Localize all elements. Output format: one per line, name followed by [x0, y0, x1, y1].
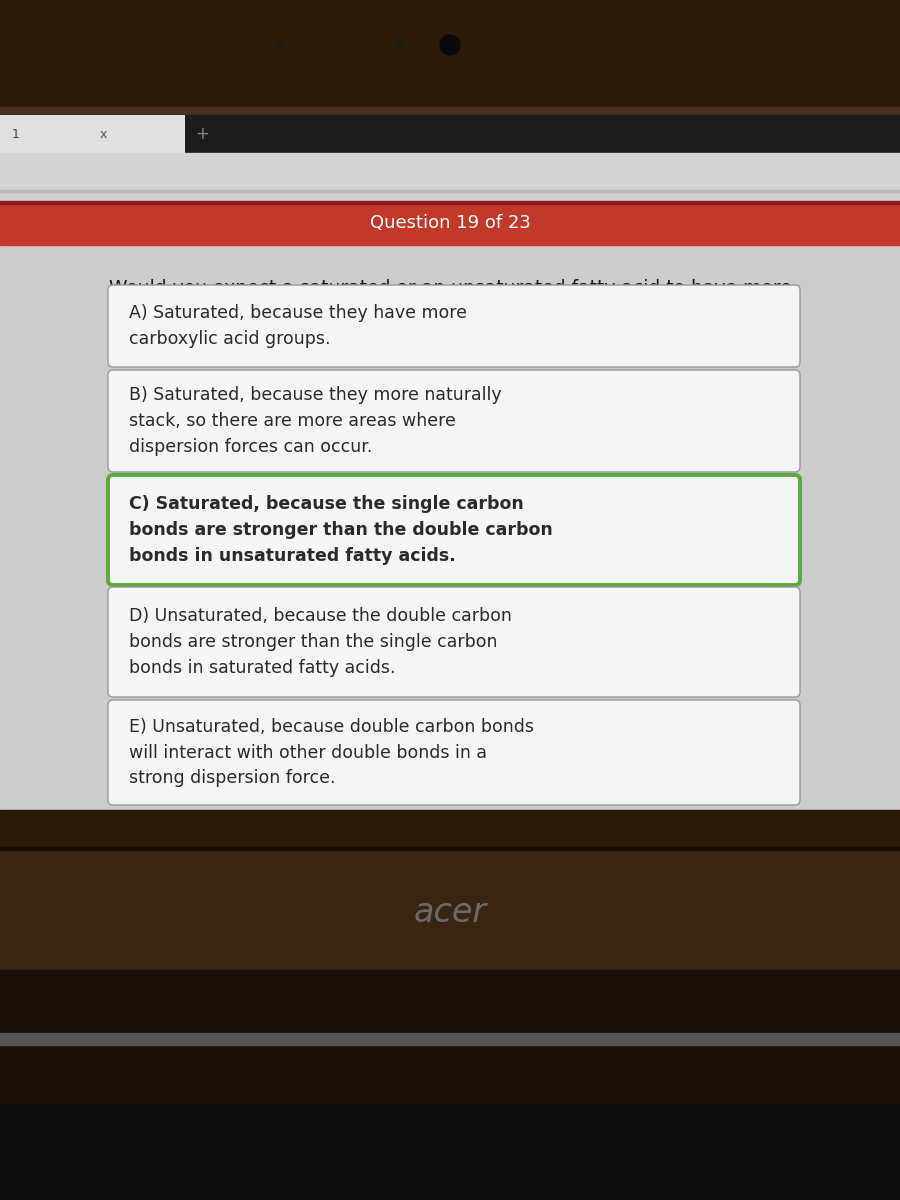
- Bar: [0, 1033, 900, 1045]
- Text: D) Unsaturated, because the double carbon
bonds are stronger than the single car: D) Unsaturated, because the double carbo…: [129, 607, 512, 677]
- FancyBboxPatch shape: [0, 115, 185, 152]
- Bar: [0, 1105, 900, 1200]
- Bar: [0, 152, 900, 190]
- FancyBboxPatch shape: [108, 284, 800, 367]
- FancyBboxPatch shape: [108, 475, 800, 584]
- Bar: [0, 202, 900, 245]
- Bar: [0, 847, 900, 850]
- Bar: [0, 192, 900, 1045]
- Text: dispersion forces between molecules of the same type, and why?: dispersion forces between molecules of t…: [142, 300, 758, 319]
- Text: Question 19 of 23: Question 19 of 23: [370, 215, 530, 233]
- Bar: [0, 970, 900, 1105]
- Bar: [0, 200, 900, 204]
- Bar: [0, 107, 900, 115]
- Bar: [0, 190, 900, 192]
- Text: Would you expect a saturated or an unsaturated fatty acid to have more: Would you expect a saturated or an unsat…: [109, 278, 791, 298]
- Circle shape: [440, 35, 460, 55]
- Bar: [0, 190, 900, 202]
- Text: 1: 1: [12, 127, 20, 140]
- FancyBboxPatch shape: [108, 700, 800, 805]
- Circle shape: [398, 42, 402, 48]
- Text: E) Unsaturated, because double carbon bonds
will interact with other double bond: E) Unsaturated, because double carbon bo…: [129, 718, 534, 787]
- Bar: [0, 115, 900, 152]
- Bar: [0, 0, 900, 115]
- Text: x: x: [100, 127, 107, 140]
- Text: B) Saturated, because they more naturally
stack, so there are more areas where
d: B) Saturated, because they more naturall…: [129, 386, 501, 456]
- FancyBboxPatch shape: [108, 370, 800, 472]
- Text: C) Saturated, because the single carbon
bonds are stronger than the double carbo: C) Saturated, because the single carbon …: [129, 496, 553, 565]
- FancyBboxPatch shape: [108, 587, 800, 697]
- Bar: [0, 850, 900, 970]
- Text: +: +: [195, 125, 209, 143]
- Text: acer: acer: [413, 896, 487, 930]
- Text: A) Saturated, because they have more
carboxylic acid groups.: A) Saturated, because they have more car…: [129, 304, 467, 348]
- Bar: [0, 810, 900, 1200]
- Circle shape: [277, 42, 283, 48]
